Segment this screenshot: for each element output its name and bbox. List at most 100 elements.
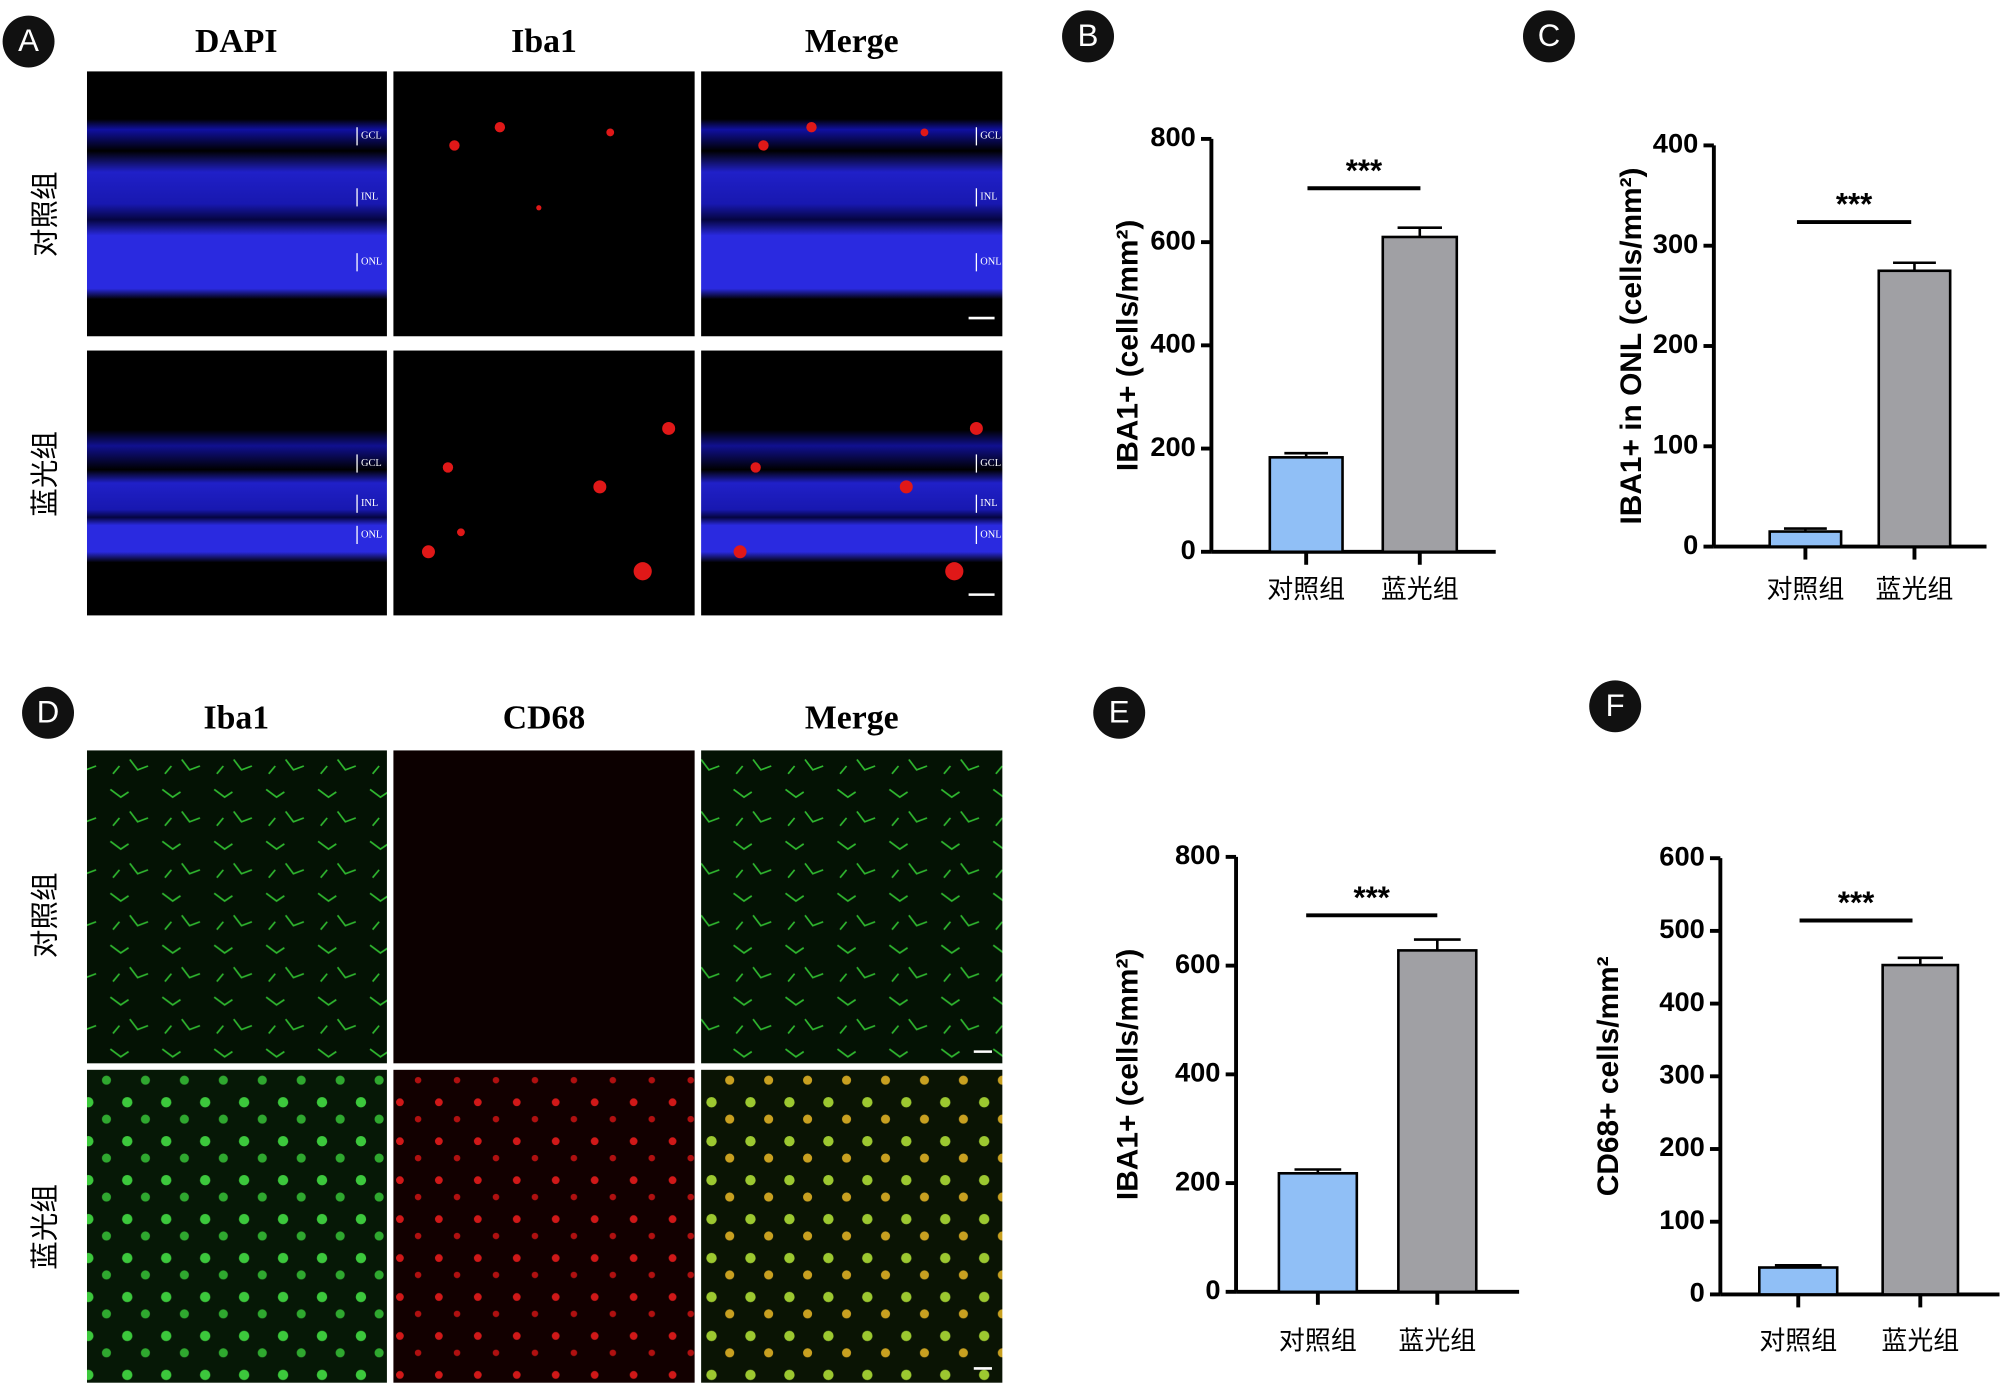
y-tick-label: 200 [1150, 431, 1195, 462]
y-tick-label: 200 [1659, 1131, 1704, 1162]
x-tick-label: 蓝光组 [1398, 1327, 1476, 1356]
y-axis-label: CD68+ cells/mm² [1592, 956, 1625, 1196]
micrograph [393, 71, 695, 337]
micrograph [393, 750, 695, 1064]
y-tick-label: 100 [1653, 428, 1698, 459]
significance-label: *** [1354, 880, 1391, 915]
x-tick-label: 对照组 [1267, 575, 1345, 604]
error-bar [1774, 1264, 1822, 1268]
error-bar [1413, 938, 1461, 951]
y-tick-label: 200 [1175, 1165, 1220, 1196]
micrograph [86, 350, 387, 616]
y-tick-label: 400 [1659, 986, 1704, 1017]
layer-label: ONL [361, 257, 382, 268]
panel-badge [2, 15, 55, 68]
error-bar [1783, 527, 1827, 532]
y-axis-label: IBA1+ (cells/mm²) [1111, 220, 1144, 471]
column-title: DAPI [195, 23, 278, 60]
micrographs [86, 71, 1003, 1383]
y-tick-label: 600 [1150, 224, 1195, 255]
micrograph [86, 71, 387, 337]
bar [1277, 1172, 1359, 1294]
x-tick-label: 蓝光组 [1876, 575, 1954, 604]
y-tick-label: 300 [1659, 1059, 1704, 1090]
error-bar [1897, 956, 1943, 966]
panel-badge [1523, 10, 1575, 63]
layer-label: GCL [980, 458, 1001, 469]
error-bar [1294, 1168, 1342, 1174]
y-tick-label: 400 [1175, 1057, 1220, 1088]
layer-label: GCL [980, 131, 1001, 142]
micrograph [701, 750, 1003, 1064]
column-title: Merge [805, 699, 899, 736]
row-label: 蓝光组 [30, 431, 62, 517]
layer-label: GCL [361, 131, 382, 142]
row-label: 对照组 [30, 872, 62, 958]
y-tick-label: 500 [1659, 913, 1704, 944]
x-tick-label: 蓝光组 [1381, 575, 1459, 604]
layer-label: INL [361, 192, 378, 203]
layer-label: GCL [361, 458, 382, 469]
scale-bars [968, 316, 995, 1370]
bar [1877, 269, 1952, 548]
y-tick-label: 0 [1690, 1277, 1705, 1308]
column-title: CD68 [503, 699, 586, 736]
y-tick-label: 0 [1205, 1274, 1220, 1305]
x-tick-label: 对照组 [1279, 1327, 1357, 1356]
micrograph [86, 750, 387, 1064]
row-label: 蓝光组 [30, 1184, 62, 1270]
panel-label: D [37, 694, 60, 729]
panel-label: B [1078, 18, 1099, 53]
bar [1268, 456, 1344, 554]
error-bar [1893, 261, 1936, 271]
iba1-cells [421, 122, 983, 581]
micrograph [701, 1069, 1003, 1383]
y-tick-label: 200 [1653, 328, 1698, 359]
column-title: Iba1 [203, 699, 269, 736]
error-bar [1397, 226, 1442, 237]
y-tick-label: 0 [1181, 534, 1196, 565]
layer-label: INL [980, 498, 997, 509]
y-tick-label: 100 [1659, 1204, 1704, 1235]
micrograph [86, 1069, 387, 1383]
layer-label: ONL [980, 529, 1001, 540]
bar [1881, 963, 1960, 1296]
y-tick-label: 300 [1653, 228, 1698, 259]
x-tick-label: 蓝光组 [1881, 1327, 1959, 1356]
y-tick-label: 0 [1683, 529, 1698, 560]
panel-label: E [1109, 694, 1130, 729]
bar [1758, 1266, 1839, 1296]
significance-label: *** [1836, 187, 1873, 222]
panel-label: A [18, 23, 39, 58]
bar [1768, 530, 1843, 548]
y-tick-label: 400 [1653, 128, 1698, 159]
panel-badge [22, 686, 75, 739]
x-tick-label: 对照组 [1759, 1327, 1837, 1356]
panel-badge [1062, 10, 1115, 63]
layer-label: INL [361, 498, 378, 509]
row-label: 对照组 [30, 171, 62, 257]
error-bar [1284, 451, 1328, 458]
column-title: Iba1 [511, 23, 577, 60]
layer-label: INL [980, 192, 997, 203]
column-title: Merge [805, 23, 899, 60]
x-tick-label: 对照组 [1766, 575, 1844, 604]
significance-label: *** [1346, 153, 1383, 188]
micrograph [701, 71, 1003, 337]
panel-label: C [1538, 18, 1561, 53]
layer-label: ONL [980, 257, 1001, 268]
y-tick-label: 800 [1175, 839, 1220, 870]
bar [1381, 235, 1459, 554]
y-tick-label: 400 [1150, 328, 1195, 359]
bar [1397, 949, 1478, 1294]
panel-badge [1589, 680, 1642, 733]
y-tick-label: 800 [1150, 121, 1195, 152]
panel-label: F [1606, 688, 1625, 723]
y-tick-label: 600 [1175, 948, 1220, 979]
y-axis-label: IBA1+ (cells/mm²) [1111, 949, 1144, 1200]
layer-label: ONL [361, 529, 382, 540]
micrograph [393, 1069, 695, 1383]
y-tick-label: 600 [1659, 840, 1704, 871]
panel-badge [1093, 686, 1146, 739]
